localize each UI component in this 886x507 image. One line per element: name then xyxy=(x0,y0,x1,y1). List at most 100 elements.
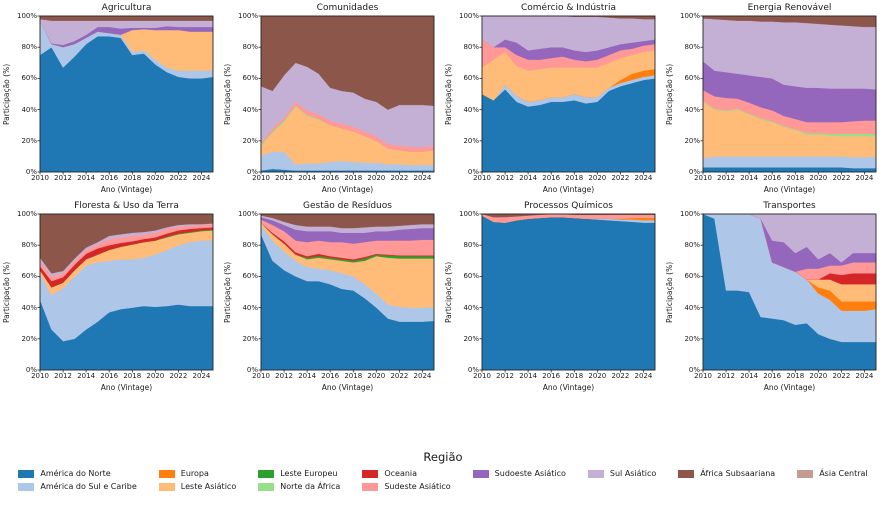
y-tick-label: 80% xyxy=(21,43,37,52)
y-axis-label: Participação (%) xyxy=(665,261,674,323)
legend-item: África Subsaariana xyxy=(678,469,775,478)
x-axis-label: Ano (Vintage) xyxy=(763,383,816,392)
y-tick-label: 80% xyxy=(242,241,258,250)
legend-item-label: Sudeste Asiático xyxy=(384,482,451,491)
x-axis-label: Ano (Vintage) xyxy=(321,383,374,392)
y-axis-label: Participação (%) xyxy=(665,63,674,125)
y-tick-label: 60% xyxy=(21,74,37,83)
x-tick-labels: 2010 2012 2014 2016 2018 2020 2022 2024 xyxy=(252,370,434,381)
legend-item: Leste Asiático xyxy=(158,482,236,491)
x-tick-label: 2012 xyxy=(275,174,293,182)
y-tick-label: 100% xyxy=(237,12,258,20)
plot-frame xyxy=(481,15,656,173)
x-tick-label: 2018 xyxy=(565,372,584,380)
chart-title: Processos Químicos xyxy=(524,201,613,211)
x-tick-label: 2022 xyxy=(832,372,851,380)
legend-item: Sul Asiático xyxy=(587,469,657,478)
x-tick-labels: 2010 2012 2014 2016 2018 2020 2022 2024 xyxy=(31,172,213,183)
y-tick-label: 60% xyxy=(463,74,479,83)
x-tick-label: 2022 xyxy=(832,174,851,182)
plot-area xyxy=(700,213,877,373)
legend-swatch xyxy=(158,469,175,478)
y-tick-label: 40% xyxy=(242,303,258,312)
chart-title: Energia Renovável xyxy=(747,3,832,13)
x-tick-label: 2024 xyxy=(413,372,432,380)
area-am-rica-do-norte xyxy=(481,215,656,371)
y-tick-label: 0% xyxy=(467,366,479,374)
chart-panel: Gestão de Resíduos Participação (%) 0% 20% 4… xyxy=(221,198,442,396)
y-tick-label: 0% xyxy=(25,168,37,176)
x-tick-label: 2014 xyxy=(77,174,96,182)
y-tick-label: 60% xyxy=(684,272,700,281)
x-tick-label: 2010 xyxy=(473,174,491,182)
y-axis-label: Participação (%) xyxy=(2,261,11,323)
legend-swatch xyxy=(362,469,379,478)
y-tick-label: 40% xyxy=(21,105,37,114)
x-tick-label: 2024 xyxy=(634,174,653,182)
y-tick-label: 60% xyxy=(21,272,37,281)
x-axis-label: Ano (Vintage) xyxy=(542,185,595,194)
y-tick-label: 60% xyxy=(463,272,479,281)
legend-swatch xyxy=(258,482,275,491)
x-axis-label: Ano (Vintage) xyxy=(100,383,153,392)
legend-item-label: América do Sul e Caribe xyxy=(40,482,137,491)
area-am-rica-do-sul-e-caribe xyxy=(702,156,877,169)
plot-area xyxy=(258,15,435,175)
x-tick-label: 2020 xyxy=(588,372,607,380)
chart-panel: Comunidades Participação (%) 0% 20% 40% 60% 80… xyxy=(221,0,442,198)
y-tick-label: 100% xyxy=(679,210,700,218)
y-tick-label: 60% xyxy=(242,74,258,83)
x-tick-labels: 2010 2012 2014 2016 2018 2020 2022 2024 xyxy=(694,370,876,381)
x-tick-label: 2014 xyxy=(740,174,759,182)
y-tick-label: 0% xyxy=(246,366,258,374)
x-tick-label: 2018 xyxy=(344,372,363,380)
x-tick-label: 2010 xyxy=(31,372,49,380)
x-tick-label: 2020 xyxy=(809,174,828,182)
plot-area xyxy=(258,213,435,373)
legend-item-label: Ásia Central xyxy=(819,469,868,478)
legend-item: Norte da África xyxy=(258,482,340,491)
chart-title: Comércio & Indústria xyxy=(520,3,616,13)
x-tick-label: 2012 xyxy=(275,372,293,380)
plot-svg xyxy=(479,15,656,175)
x-tick-label: 2012 xyxy=(717,174,735,182)
legend-swatch xyxy=(18,482,35,491)
y-tick-label: 80% xyxy=(21,241,37,250)
x-tick-label: 2020 xyxy=(367,174,386,182)
y-tick-labels: 0% 20% 40% 60% 80% 100% xyxy=(676,210,703,374)
x-axis-label: Ano (Vintage) xyxy=(542,383,595,392)
legend-swatch xyxy=(258,469,275,478)
x-tick-labels: 2010 2012 2014 2016 2018 2020 2022 2024 xyxy=(473,370,655,381)
plot-area xyxy=(37,15,214,175)
x-tick-label: 2016 xyxy=(763,372,782,380)
x-tick-label: 2020 xyxy=(367,372,386,380)
x-tick-label: 2014 xyxy=(740,372,759,380)
chart-panel: Energia Renovável Participação (%) 0% 20% 40… xyxy=(663,0,884,198)
x-tick-label: 2014 xyxy=(298,372,317,380)
x-tick-label: 2022 xyxy=(611,174,630,182)
x-tick-label: 2024 xyxy=(413,174,432,182)
y-axis-label: Participação (%) xyxy=(444,261,453,323)
x-tick-label: 2020 xyxy=(146,174,165,182)
x-tick-labels: 2010 2012 2014 2016 2018 2020 2022 2024 xyxy=(694,172,876,183)
y-tick-label: 100% xyxy=(16,210,37,218)
y-tick-label: 0% xyxy=(246,168,258,176)
y-tick-label: 40% xyxy=(21,303,37,312)
y-tick-label: 0% xyxy=(688,366,700,374)
y-tick-label: 100% xyxy=(458,210,479,218)
legend-item-label: Oceania xyxy=(384,469,418,478)
plot-area xyxy=(700,15,877,175)
legend-item-label: Europa xyxy=(180,469,209,478)
x-axis-label: Ano (Vintage) xyxy=(763,185,816,194)
x-tick-label: 2016 xyxy=(542,372,561,380)
chart-panel: Processos Químicos Participação (%) 0% 20% 4… xyxy=(442,198,663,396)
plot-frame xyxy=(39,15,214,173)
y-axis-label: Participação (%) xyxy=(223,261,232,323)
legend-item-label: Sul Asiático xyxy=(609,469,657,478)
x-tick-label: 2016 xyxy=(100,174,119,182)
legend-item-label: Norte da África xyxy=(280,482,341,491)
y-tick-labels: 0% 20% 40% 60% 80% 100% xyxy=(13,210,40,374)
x-tick-label: 2014 xyxy=(77,372,96,380)
legend-swatch xyxy=(362,482,379,491)
